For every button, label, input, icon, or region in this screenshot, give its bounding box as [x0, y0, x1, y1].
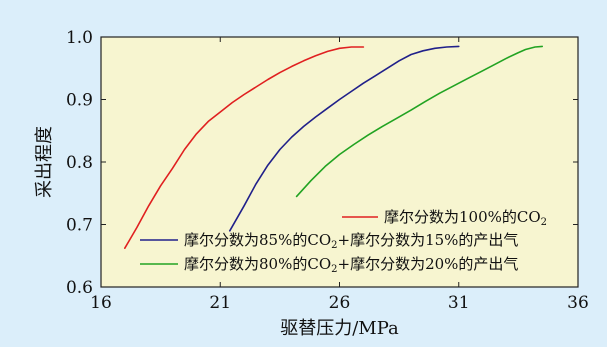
ticks: 16 21 26 31 36 0.6 0.7 0.8 0.9 1.0: [66, 28, 589, 313]
series-line-2: [229, 45, 460, 232]
y-tick-label: 1.0: [66, 28, 93, 48]
series-line-1: [124, 46, 365, 249]
x-tick-label: 16: [90, 293, 112, 313]
x-tick-label: 21: [209, 293, 231, 313]
y-tick-label: 0.6: [66, 278, 93, 298]
x-tick-label: 26: [329, 293, 351, 313]
series-lines: [124, 45, 543, 249]
legend-label-part: 摩尔分数为85%的CO: [184, 231, 331, 249]
legend-label-part: +摩尔分数为20%的产出气: [338, 255, 519, 273]
x-axis-title: 驱替压力/MPa: [280, 318, 399, 339]
y-tick-label: 0.9: [66, 91, 93, 111]
legend-label-part: 摩尔分数为80%的CO: [184, 255, 331, 273]
legend-label-part: 2: [331, 240, 337, 251]
legend-label-2: 摩尔分数为85%的CO2+摩尔分数为15%的产出气: [184, 231, 518, 251]
legend-label-part: 2: [331, 264, 337, 275]
y-tick-label: 0.7: [66, 216, 93, 236]
legend-label-part: 2: [541, 217, 547, 228]
legend: 摩尔分数为100%的CO2摩尔分数为85%的CO2+摩尔分数为15%的产出气摩尔…: [140, 208, 547, 275]
y-tick-label: 0.8: [66, 153, 93, 173]
x-tick-label: 31: [448, 293, 470, 313]
series-line-3: [295, 45, 543, 198]
y-axis-title: 采出程度: [34, 126, 55, 198]
legend-label-part: +摩尔分数为15%的产出气: [338, 231, 519, 249]
x-tick-label: 36: [567, 293, 589, 313]
legend-label-part: 摩尔分数为100%的CO: [384, 208, 541, 226]
legend-label-1: 摩尔分数为100%的CO2: [384, 208, 547, 228]
plot-area: [101, 37, 578, 287]
legend-label-3: 摩尔分数为80%的CO2+摩尔分数为20%的产出气: [184, 255, 518, 275]
